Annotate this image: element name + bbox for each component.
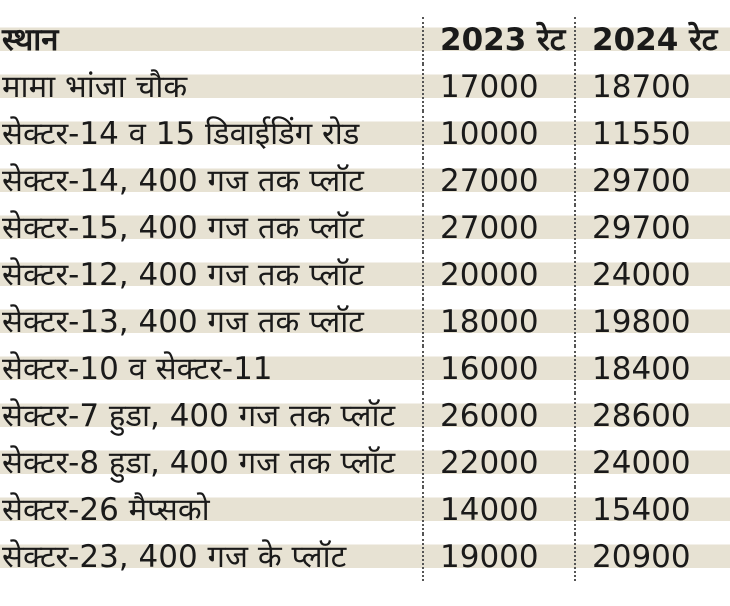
table-cell: सेक्टर-8 हुडा, 400 गज तक प्लॉट <box>0 440 424 487</box>
table-row: मामा भांजा चौक 17000 18700 <box>0 64 730 111</box>
table-row: सेक्टर-12, 400 गज तक प्लॉट 20000 24000 <box>0 252 730 299</box>
rate-table: स्थान 2023 रेट 2024 रेट मामा भांजा चौक 17000… <box>0 17 730 581</box>
table-cell: 10000 <box>424 111 576 158</box>
table-row: सेक्टर-13, 400 गज तक प्लॉट 18000 19800 <box>0 299 730 346</box>
table-cell: सेक्टर-14, 400 गज तक प्लॉट <box>0 158 424 205</box>
table-cell: 17000 <box>424 64 576 111</box>
table-cell: 15400 <box>592 492 691 528</box>
table-cell: 18700 <box>592 69 691 105</box>
table-cell: सेक्टर-14 व 15 डिवाईडिंग रोड <box>0 111 424 158</box>
table-cell: 19800 <box>592 304 691 340</box>
table-cell: 11550 <box>592 116 691 152</box>
table-cell: सेक्टर-13, 400 गज तक प्लॉट <box>0 299 424 346</box>
table-cell: 27000 <box>424 205 576 252</box>
table-row: सेक्टर-15, 400 गज तक प्लॉट 27000 29700 <box>0 205 730 252</box>
table-cell: 20900 <box>592 539 691 575</box>
table-row: सेक्टर-23, 400 गज के प्लॉट 19000 20900 <box>0 534 730 581</box>
table-cell: 18400 <box>592 351 691 387</box>
table-cell: 14000 <box>424 487 576 534</box>
table-cell: 27000 <box>424 158 576 205</box>
table-cell: सेक्टर-7 हुडा, 400 गज तक प्लॉट <box>0 393 424 440</box>
table-cell: 26000 <box>424 393 576 440</box>
header-row: स्थान 2023 रेट 2024 रेट <box>0 17 730 64</box>
table-cell: सेक्टर-26 मैप्सको <box>0 487 424 534</box>
table-row: सेक्टर-8 हुडा, 400 गज तक प्लॉट 22000 24000 <box>0 440 730 487</box>
table-row: सेक्टर-10 व सेक्टर-11 16000 18400 <box>0 346 730 393</box>
table-row: सेक्टर-14, 400 गज तक प्लॉट 27000 29700 <box>0 158 730 205</box>
table-row: सेक्टर-26 मैप्सको 14000 15400 <box>0 487 730 534</box>
table-cell: 16000 <box>424 346 576 393</box>
table-cell: 24000 <box>592 257 691 293</box>
table-cell: 29700 <box>592 210 691 246</box>
table-cell: 22000 <box>424 440 576 487</box>
table-cell: सेक्टर-12, 400 गज तक प्लॉट <box>0 252 424 299</box>
table-cell: मामा भांजा चौक <box>0 64 424 111</box>
table-row: सेक्टर-7 हुडा, 400 गज तक प्लॉट 26000 28600 <box>0 393 730 440</box>
table-cell: 19000 <box>424 534 576 581</box>
table-row: सेक्टर-14 व 15 डिवाईडिंग रोड 10000 11550 <box>0 111 730 158</box>
table-cell: 24000 <box>592 445 691 481</box>
table-cell: सेक्टर-15, 400 गज तक प्लॉट <box>0 205 424 252</box>
table-cell: 18000 <box>424 299 576 346</box>
table-cell: 20000 <box>424 252 576 299</box>
header-cell: स्थान <box>0 17 424 64</box>
table-cell: सेक्टर-23, 400 गज के प्लॉट <box>0 534 424 581</box>
table-cell: 29700 <box>592 163 691 199</box>
header-cell: 2024 रेट <box>592 22 718 58</box>
table-cell: सेक्टर-10 व सेक्टर-11 <box>0 346 424 393</box>
table-cell: 28600 <box>592 398 691 434</box>
header-cell: 2023 रेट <box>424 17 576 64</box>
